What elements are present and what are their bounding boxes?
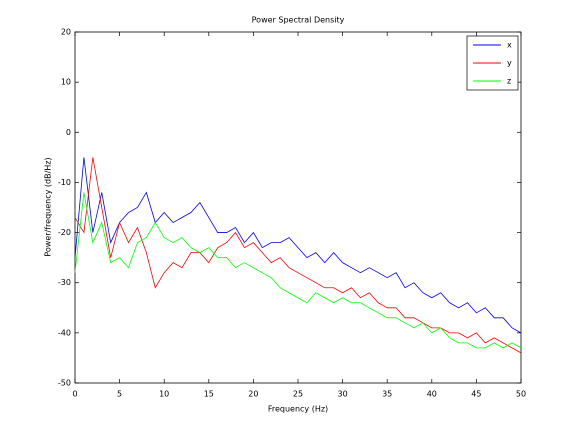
y-tick-label: -30 [58, 278, 71, 287]
y-tick-label: 0 [66, 128, 71, 137]
x-tick-label: 35 [382, 390, 392, 399]
legend-label: z [507, 77, 511, 86]
series-line [74, 157, 522, 334]
x-tick-label: 20 [248, 390, 258, 399]
series-line [74, 192, 522, 349]
legend-label: x [507, 41, 512, 50]
x-tick-label: 50 [516, 390, 526, 399]
x-axis-label: Frequency (Hz) [268, 405, 328, 414]
x-tick-label: 40 [427, 390, 437, 399]
x-tick-label: 5 [117, 390, 122, 399]
y-tick-label: -50 [58, 379, 71, 388]
x-tick-label: 15 [204, 390, 214, 399]
y-tick-label: -40 [58, 328, 71, 337]
legend-label: y [507, 59, 512, 68]
y-tick-label: 10 [61, 78, 71, 87]
plot-area [74, 31, 522, 384]
x-tick-label: 30 [338, 390, 348, 399]
y-tick-label: -20 [58, 228, 71, 237]
series-line [74, 157, 522, 354]
chart-title: Power Spectral Density [252, 16, 345, 25]
y-tick-label: 20 [61, 28, 71, 37]
x-tick-label: 45 [471, 390, 481, 399]
x-tick-label: 0 [72, 390, 77, 399]
x-tick-label: 10 [159, 390, 169, 399]
y-tick-label: -10 [58, 178, 71, 187]
x-tick-label: 25 [293, 390, 303, 399]
y-axis-label: Power/frequency (dB/Hz) [44, 157, 53, 256]
